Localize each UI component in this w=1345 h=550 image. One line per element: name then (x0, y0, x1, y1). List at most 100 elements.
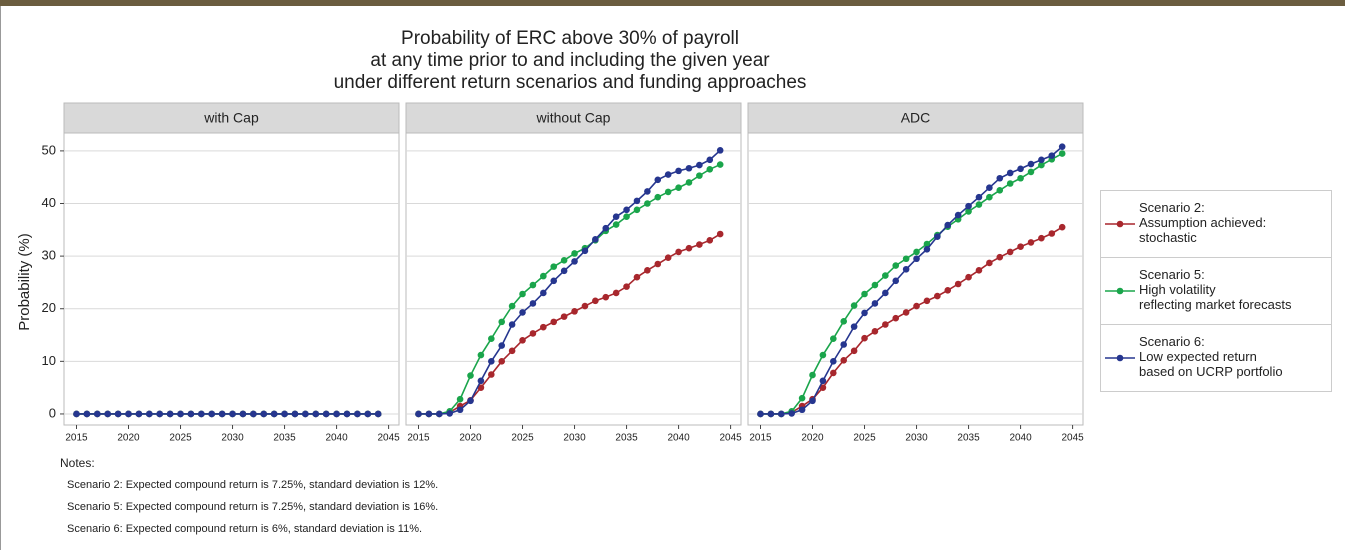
data-point (498, 342, 506, 349)
data-point (644, 200, 651, 207)
data-point (477, 384, 485, 391)
data-point (571, 308, 578, 315)
data-point (716, 161, 724, 168)
facet-strip (63, 102, 400, 134)
data-point (767, 410, 775, 418)
data-point (1058, 150, 1066, 157)
legend-label: Scenario 5: High volatility reflecting m… (1139, 267, 1292, 312)
data-point (798, 406, 806, 414)
data-point (986, 259, 993, 267)
data-point (602, 224, 610, 232)
data-point (830, 369, 837, 377)
legend-label: Scenario 2: Assumption achieved: stochas… (1139, 200, 1267, 245)
data-point (965, 273, 972, 281)
data-point (685, 244, 693, 252)
data-point (913, 248, 920, 256)
x-tick-label: 2045 (1061, 433, 1084, 444)
data-point (1038, 161, 1045, 169)
data-point (809, 397, 816, 405)
legend-icon (1105, 220, 1135, 228)
data-point (540, 323, 547, 331)
data-point (581, 302, 589, 310)
data-point (644, 267, 651, 274)
data-point (923, 240, 931, 248)
data-point (1017, 174, 1024, 182)
x-tick-label: 2035 (957, 433, 980, 444)
data-point (114, 410, 122, 418)
legend-dot (1116, 354, 1124, 362)
data-point (1017, 243, 1024, 250)
x-tick-label: 2025 (511, 433, 534, 444)
data-point (819, 351, 827, 359)
data-point (135, 410, 143, 418)
x-tick-label: 2040 (325, 433, 348, 444)
data-point (1038, 234, 1045, 242)
data-point (374, 410, 382, 418)
data-point (260, 410, 268, 418)
y-tick-label: 40 (42, 195, 56, 210)
data-point (1006, 248, 1014, 256)
data-point (850, 323, 858, 330)
data-point (882, 289, 889, 297)
y-tick-label: 0 (49, 405, 56, 420)
data-point (944, 287, 952, 294)
data-point (519, 336, 526, 344)
data-point (882, 272, 889, 279)
data-point (975, 193, 983, 201)
data-point (840, 341, 848, 348)
note-line: Scenario 5: Expected compound return is … (67, 501, 439, 513)
data-point (871, 281, 879, 289)
data-point (923, 245, 931, 253)
data-point (819, 377, 827, 385)
data-point (954, 211, 962, 219)
data-point (104, 410, 111, 418)
data-point (944, 221, 952, 229)
data-point (654, 260, 662, 268)
data-point (788, 410, 795, 417)
data-point (415, 410, 422, 418)
data-point (498, 318, 506, 326)
x-tick-label: 2025 (169, 433, 192, 444)
data-point (696, 161, 703, 169)
data-point (125, 410, 132, 418)
data-point (1006, 169, 1014, 177)
data-point (550, 318, 558, 326)
data-point (456, 395, 464, 403)
data-point (435, 410, 443, 418)
data-point (208, 410, 216, 418)
data-point (986, 184, 993, 192)
panel (747, 132, 1084, 426)
data-point (1027, 239, 1035, 246)
data-point (540, 289, 547, 297)
data-point (508, 302, 516, 310)
panel (63, 132, 400, 426)
data-point (540, 272, 547, 280)
data-point (343, 410, 351, 418)
data-point (488, 335, 495, 343)
x-tick-label: 2040 (667, 433, 690, 444)
facet-title: without Cap (536, 110, 611, 126)
data-point (488, 358, 495, 365)
data-point (675, 167, 682, 175)
panel (405, 132, 742, 426)
data-point (685, 179, 693, 186)
data-point (467, 372, 474, 379)
x-tick-label: 2040 (1009, 433, 1032, 444)
data-point (560, 313, 568, 320)
data-point (633, 206, 641, 214)
data-point (592, 297, 599, 305)
data-point (871, 328, 879, 335)
data-point (902, 265, 910, 273)
facet-title: with Cap (203, 110, 259, 126)
data-point (623, 283, 630, 290)
data-point (798, 394, 806, 402)
data-point (996, 174, 1004, 182)
data-point (1027, 168, 1035, 176)
data-point (664, 188, 672, 196)
data-point (1048, 152, 1056, 159)
data-point (809, 371, 816, 379)
x-tick-label: 2020 (801, 433, 824, 444)
data-point (996, 253, 1004, 261)
data-point (166, 410, 174, 418)
data-point (830, 335, 837, 343)
